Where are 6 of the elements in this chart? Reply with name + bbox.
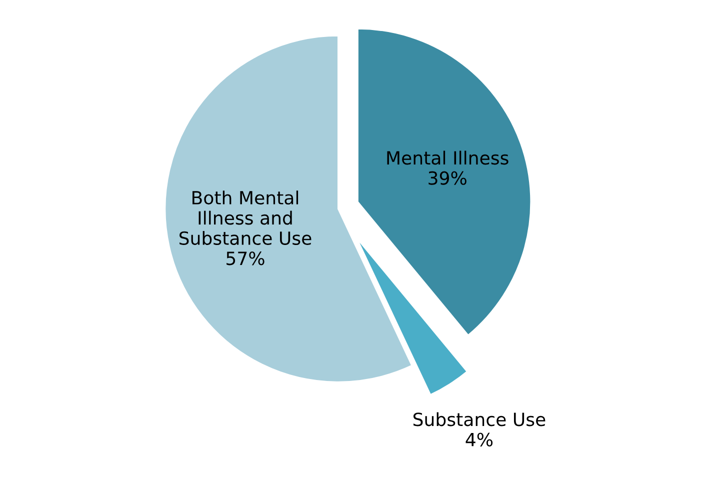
data-label: 4% [466,432,493,446]
slice-label: Both Mental Illness and Substance Use [180,190,312,245]
slice-label: Substance Use [413,412,546,426]
data-label: 57% [226,252,264,266]
slice-label: Mental Illness [387,150,508,165]
data-label: 39% [428,171,466,185]
